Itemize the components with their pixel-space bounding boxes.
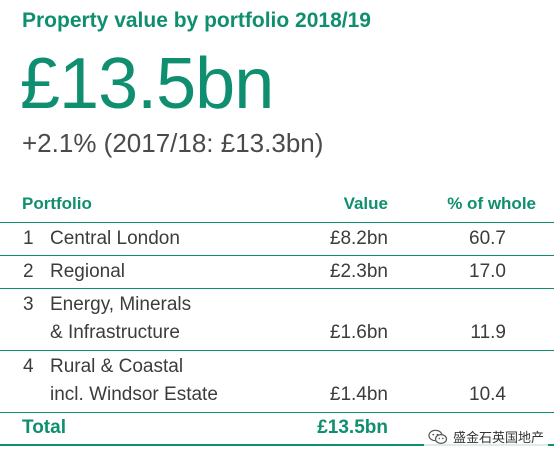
table-row: 2 Regional £2.3bn 17.0	[0, 255, 554, 288]
portfolio-name: Central London	[50, 228, 180, 249]
portfolio-percent: 17.0	[469, 261, 506, 282]
table-header-row: Portfolio Value % of whole	[0, 190, 554, 222]
portfolio-name-line2: & Infrastructure	[50, 322, 180, 343]
table-row: 3 Energy, Minerals & Infrastructure £1.6…	[0, 288, 554, 350]
total-value-headline: £13.5bn	[20, 44, 274, 124]
row-number: 2	[23, 261, 34, 282]
change-summary: +2.1% (2017/18: £13.3bn)	[22, 128, 324, 158]
portfolio-name: Energy, Minerals	[50, 294, 192, 315]
watermark-text: 盛金石英国地产	[452, 431, 544, 446]
watermark: 盛金石英国地产	[423, 425, 548, 448]
portfolio-name: Rural & Coastal	[50, 356, 184, 377]
header-value: Value	[343, 194, 388, 213]
table-row: 4 Rural & Coastal incl. Windsor Estate £…	[0, 350, 554, 412]
portfolio-percent: 60.7	[469, 228, 506, 249]
header-portfolio: Portfolio	[22, 194, 92, 213]
portfolio-name-line2: incl. Windsor Estate	[50, 384, 218, 405]
wechat-icon	[428, 429, 448, 444]
row-number: 3	[23, 294, 34, 315]
total-label: Total	[22, 417, 66, 438]
portfolio-name: Regional	[50, 261, 125, 282]
portfolio-percent: 10.4	[469, 384, 506, 405]
portfolio-value: £2.3bn	[329, 261, 388, 282]
row-number: 1	[23, 228, 34, 249]
row-number: 4	[23, 356, 34, 377]
table-total-row: Total £13.5bn	[0, 412, 554, 446]
portfolio-value: £8.2bn	[329, 228, 388, 249]
portfolio-table: Portfolio Value % of whole 1 Central Lon…	[0, 190, 554, 446]
header-percent: % of whole	[447, 194, 536, 213]
portfolio-value: £1.6bn	[329, 322, 388, 343]
page-title: Property value by portfolio 2018/19	[22, 9, 371, 32]
portfolio-percent: 11.9	[470, 322, 506, 343]
table-row: 1 Central London £8.2bn 60.7	[0, 222, 554, 255]
portfolio-value: £1.4bn	[329, 384, 388, 405]
total-value: £13.5bn	[317, 417, 388, 438]
